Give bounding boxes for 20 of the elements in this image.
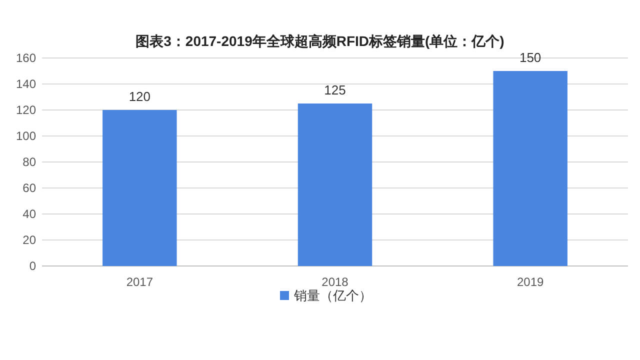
data-label: 150 — [519, 50, 542, 65]
y-tick-label: 100 — [16, 129, 36, 143]
y-tick-label: 40 — [22, 207, 36, 221]
y-tick-label: 20 — [22, 233, 36, 247]
x-tick-label: 2017 — [126, 275, 154, 289]
y-tick-label: 80 — [22, 155, 36, 169]
bar — [298, 104, 372, 266]
x-tick-label: 2018 — [322, 275, 349, 289]
y-tick-label: 140 — [16, 77, 36, 91]
y-tick-label: 60 — [22, 181, 36, 195]
bar — [102, 110, 177, 266]
x-tick-label: 2019 — [516, 275, 544, 289]
data-label: 125 — [324, 82, 346, 98]
y-tick-label: 0 — [29, 259, 36, 273]
chart-title: 图表3：2017-2019年全球超高频RFID标签销量(单位：亿个) — [136, 33, 504, 49]
bar — [493, 71, 568, 266]
data-label: 120 — [128, 89, 151, 104]
y-tick-label: 160 — [16, 51, 36, 65]
y-tick-label: 120 — [16, 103, 36, 117]
legend-label: 销量（亿个） — [293, 288, 372, 303]
